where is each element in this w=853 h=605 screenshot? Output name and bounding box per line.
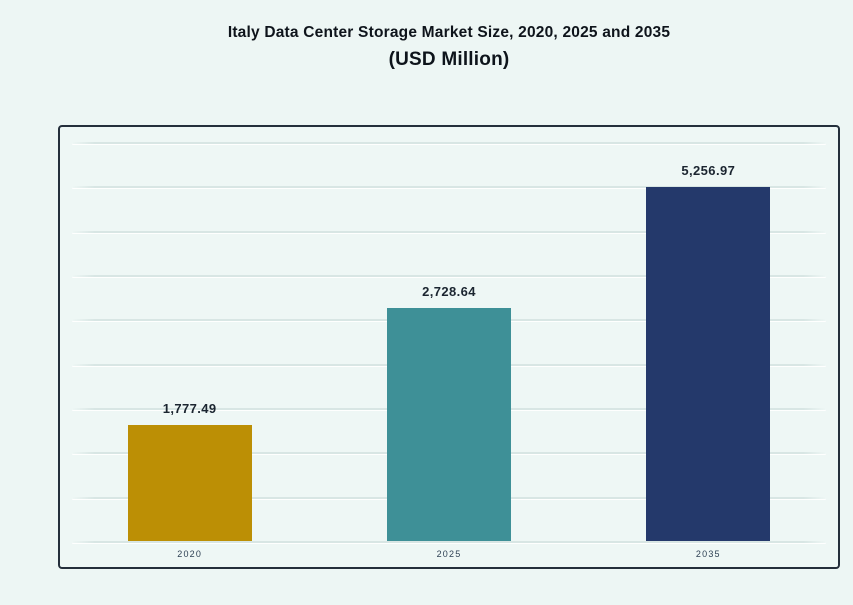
gridline	[72, 540, 826, 543]
chart-title-block: Italy Data Center Storage Market Size, 2…	[58, 24, 840, 71]
x-tick-label-2025: 2025	[436, 549, 462, 559]
bar-group-2035: 5,256.97	[579, 127, 838, 541]
x-axis-labels: 2020 2025 2035	[60, 541, 838, 567]
chart-title: Italy Data Center Storage Market Size, 2…	[227, 24, 671, 41]
bar-2025	[386, 308, 511, 541]
bar-2020	[127, 425, 252, 541]
x-tick-label-2020: 2020	[177, 549, 203, 559]
bars-area: 1,777.49 2,728.64 5,256.97	[60, 127, 838, 543]
chart-subtitle: (USD Million)	[388, 49, 510, 70]
gridline	[72, 142, 826, 144]
bar-2035	[646, 187, 771, 541]
bar-columns: 1,777.49 2,728.64 5,256.97	[60, 127, 838, 541]
gridline	[72, 186, 826, 189]
bar-group-2020: 1,777.49	[60, 127, 319, 541]
bar-value-label-2020: 1,777.49	[162, 401, 217, 416]
plot-area: 1,777.49 2,728.64 5,256.97 2020 2025 2035	[58, 125, 840, 569]
x-tick-label-2035: 2035	[695, 549, 721, 559]
bar-value-label-2035: 5,256.97	[681, 163, 736, 178]
gridline	[72, 230, 826, 233]
bar-value-label-2025: 2,728.64	[422, 284, 476, 299]
bar-group-2025: 2,728.64	[319, 127, 578, 541]
gridline	[72, 274, 826, 277]
